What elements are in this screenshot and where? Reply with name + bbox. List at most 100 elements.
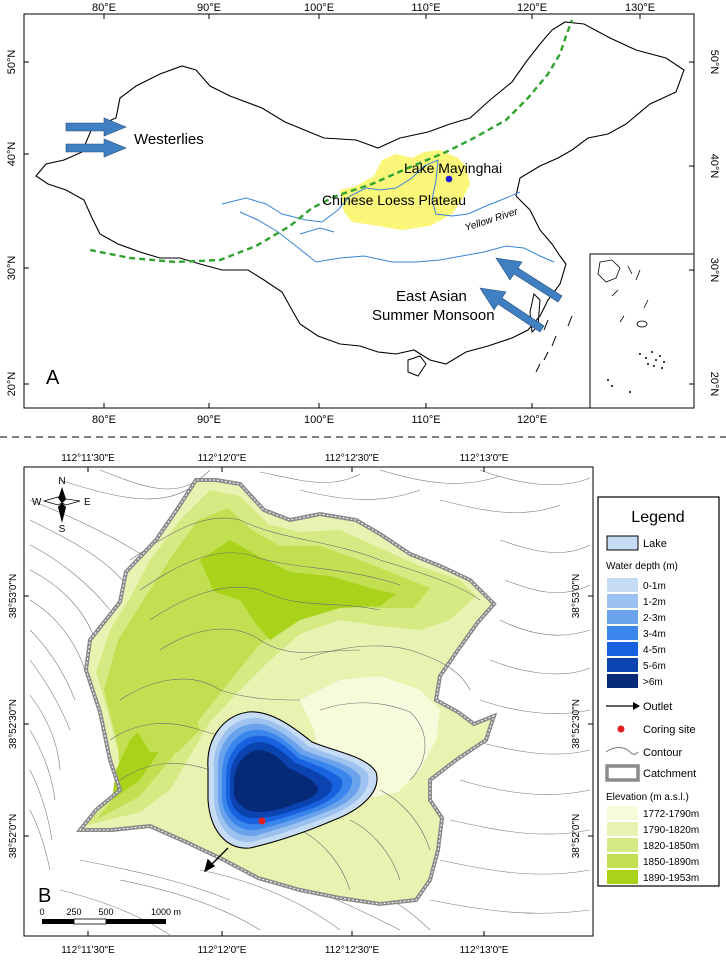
legend-depth-label: 2-3m <box>643 613 666 624</box>
panel-a-label: A <box>46 367 60 389</box>
b-left-lat-2: 38°52'30"N <box>8 699 19 749</box>
catchment-contours <box>109 517 481 891</box>
a-right-lat-3: 30°N <box>708 258 720 283</box>
b-left-lat-3: 38°52'0"N <box>8 814 19 859</box>
b-top-lon-4: 112°13'0"E <box>460 453 509 464</box>
scale-label-500: 500 <box>98 907 113 917</box>
legend-depth-swatch <box>607 626 638 640</box>
b-right-lat-2: 38°52'30"N <box>571 699 582 749</box>
compass-south <box>58 503 66 523</box>
b-top-lon-3: 112°12'30"E <box>325 453 380 464</box>
elevation-zone-1850-1890-b <box>130 700 200 752</box>
compass-s-label: S <box>59 524 66 535</box>
monsoon-arrows <box>479 257 563 333</box>
panel-a-ticks <box>24 14 694 408</box>
inset-map <box>589 253 695 409</box>
compass-north <box>58 487 66 503</box>
b-left-lat-1: 38°53'0"N <box>8 574 19 619</box>
legend-frame <box>597 496 720 887</box>
westerlies-label: Westerlies <box>134 131 204 148</box>
a-bottom-lon-2: 90°E <box>197 414 221 426</box>
legend-depth-label: >6m <box>643 677 663 688</box>
legend-depth-swatch <box>607 578 638 592</box>
legend-depth-swatch <box>607 658 638 672</box>
river-branch <box>299 227 335 235</box>
legend-water-depth-title: Water depth (m) <box>606 561 678 572</box>
legend-contour-label: Contour <box>643 747 682 759</box>
a-top-lon-2: 90°E <box>197 2 221 14</box>
panel-b-axis-labels: 112°11'30"E 112°12'0"E 112°12'30"E 112°1… <box>8 453 582 956</box>
lake-mayinghai-label: Lake Mayinghai <box>404 160 502 176</box>
lake-mayinghai-dot <box>445 175 453 183</box>
a-top-lon-1: 80°E <box>92 2 116 14</box>
loess-plateau-label: Chinese Loess Plateau <box>322 192 466 208</box>
a-top-lon-3: 100°E <box>304 2 334 14</box>
legend-coring-label: Coring site <box>643 724 696 736</box>
legend-catchment-swatch <box>605 764 640 782</box>
b-bottom-lon-1: 112°11'30"E <box>61 945 115 956</box>
a-bottom-lon-4: 110°E <box>411 414 440 426</box>
legend-lake-label: Lake <box>643 538 667 550</box>
a-left-lat-1: 50°N <box>6 50 18 75</box>
legend-elevation-swatch <box>607 870 638 884</box>
legend-depth-swatch <box>607 674 638 688</box>
legend-lake-swatch <box>606 535 639 551</box>
compass-e-label: E <box>84 497 91 508</box>
legend-water-depth-list: 0-1m 1-2m 2-3m 3-4m 4-5m 5-6m >6m <box>607 578 666 688</box>
depth-over-6m <box>234 750 318 812</box>
a-right-lat-1: 50°N <box>708 50 720 75</box>
a-right-lat-4: 20°N <box>708 372 720 397</box>
a-top-lon-5: 120°E <box>517 2 547 14</box>
outlet-arrow <box>203 847 229 873</box>
legend: Legend Lake Water depth (m) 0-1m 1-2m 2-3m… <box>597 496 720 887</box>
monsoon-boundary-line <box>89 19 574 264</box>
legend-elevation-label: 1820-1850m <box>643 841 699 852</box>
panel-a-map: Westerlies Lake Mayinghai Chinese Loess … <box>6 2 720 426</box>
compass-w-label: W <box>32 497 42 508</box>
legend-depth-swatch <box>607 642 638 656</box>
panel-b-ticks <box>24 467 593 936</box>
a-bottom-lon-5: 120°E <box>517 414 547 426</box>
a-top-lon-6: 130°E <box>625 2 655 14</box>
yellow-river-line <box>221 159 521 223</box>
a-left-lat-3: 30°N <box>6 256 18 281</box>
scale-bar: 0 250 500 1000 m <box>39 907 181 925</box>
scale-seg-3 <box>106 919 166 924</box>
legend-catchment-label: Catchment <box>643 768 696 780</box>
legend-elevation-swatch <box>607 822 638 836</box>
westerlies-arrow-1 <box>65 117 127 137</box>
legend-elevation-label: 1790-1820m <box>643 825 699 836</box>
yangtze-river-line <box>239 211 555 263</box>
b-top-lon-2: 112°12'0"E <box>198 453 247 464</box>
compass-n-label: N <box>58 476 65 487</box>
westerlies-arrow-2 <box>65 138 127 158</box>
monsoon-label-line1: East Asian <box>396 288 467 305</box>
inset-frame <box>589 253 695 409</box>
legend-outlet-label: Outlet <box>643 701 672 713</box>
b-bottom-lon-4: 112°13'0"E <box>460 945 509 956</box>
monsoon-label-line2: Summer Monsoon <box>372 307 495 324</box>
legend-depth-swatch <box>607 610 638 624</box>
a-top-lon-4: 110°E <box>411 2 440 14</box>
a-bottom-lon-3: 100°E <box>304 414 334 426</box>
hainan-outline <box>407 355 427 377</box>
legend-depth-label: 5-6m <box>643 661 666 672</box>
legend-outlet-arrowhead <box>633 702 640 710</box>
legend-title: Legend <box>631 509 684 526</box>
panel-b-map: N S E W B 0 250 500 1000 m 112°11'30"E 1… <box>8 453 594 956</box>
inset-dots <box>607 351 665 393</box>
a-left-lat-2: 40°N <box>6 142 18 167</box>
a-right-lat-2: 40°N <box>708 154 720 179</box>
b-bottom-lon-3: 112°12'30"E <box>325 945 380 956</box>
elevation-zone-1890-1953 <box>200 540 396 640</box>
legend-elevation-swatch <box>607 838 638 852</box>
compass-west <box>42 496 63 506</box>
a-bottom-lon-1: 80°E <box>92 414 116 426</box>
panel-b-label: B <box>38 885 51 907</box>
lake-bathymetry <box>207 711 378 849</box>
scale-label-0: 0 <box>39 907 44 917</box>
b-right-lat-1: 38°53'0"N <box>571 574 582 619</box>
inset-coast <box>597 259 621 283</box>
scale-label-250: 250 <box>66 907 81 917</box>
